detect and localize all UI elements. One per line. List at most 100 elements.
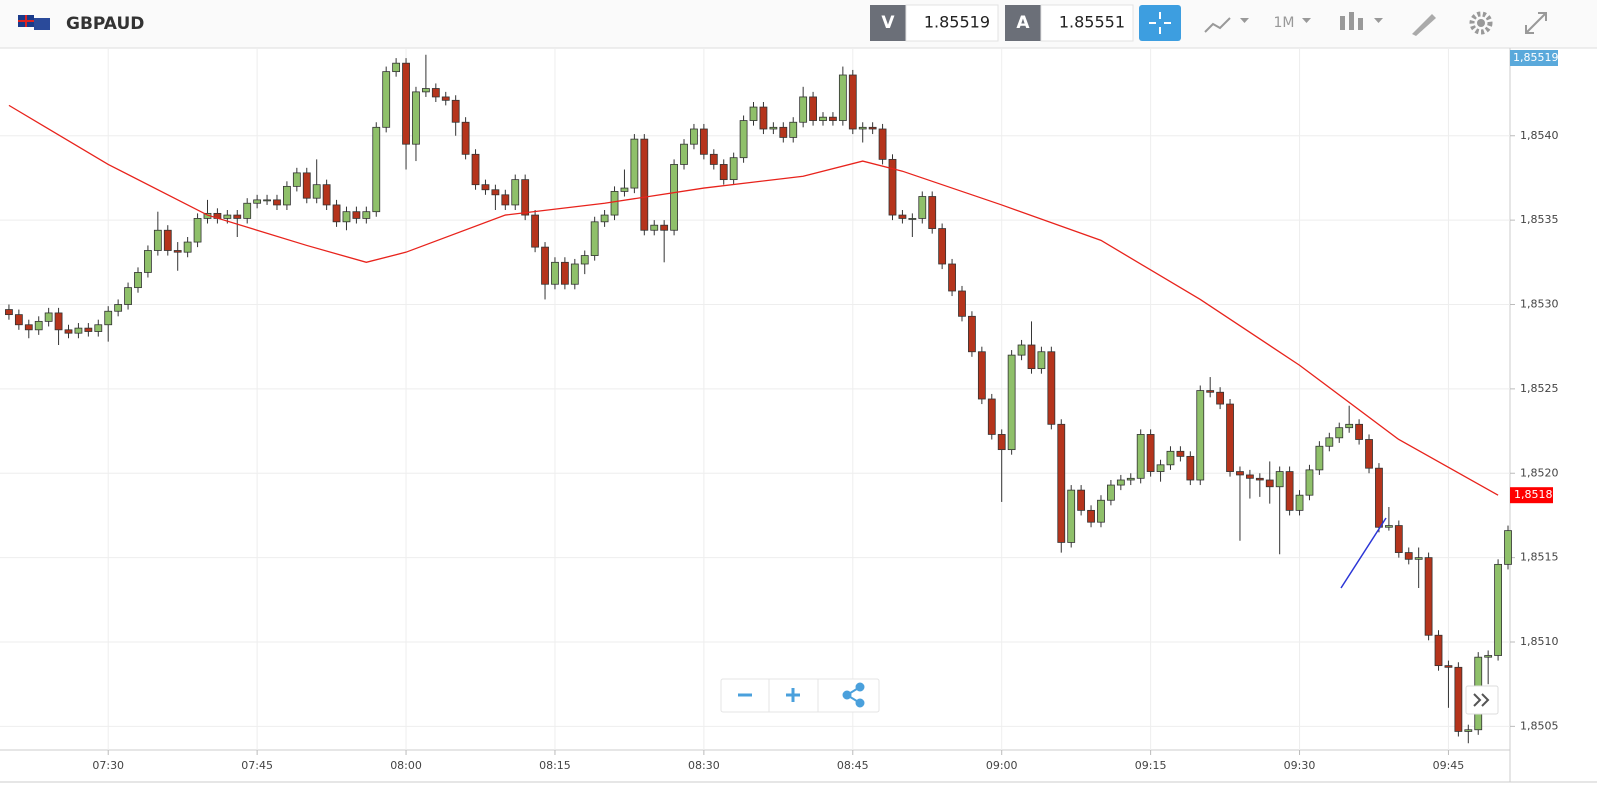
bid-price: 1.85519 xyxy=(924,13,990,32)
candle-body xyxy=(729,157,738,181)
candle-body xyxy=(938,228,947,265)
ask-label: A xyxy=(1016,13,1030,33)
bid-button[interactable] xyxy=(870,5,906,41)
candle-body xyxy=(441,96,450,101)
candle-body xyxy=(1216,391,1225,405)
candle-body xyxy=(1136,434,1145,479)
candle-body xyxy=(402,62,410,145)
candle-body xyxy=(431,88,440,98)
candle-body xyxy=(1464,729,1473,732)
candle-body xyxy=(640,138,649,231)
candle-body xyxy=(779,126,788,138)
candle-body xyxy=(1375,467,1383,528)
candle-body xyxy=(1067,489,1076,543)
candle-body xyxy=(74,327,83,334)
candle-body xyxy=(908,218,917,220)
candle-body xyxy=(630,138,639,189)
crosshair-button[interactable] xyxy=(1139,5,1181,41)
zoom-in[interactable] xyxy=(786,688,800,702)
candle-body xyxy=(928,196,937,229)
candle-body xyxy=(471,153,480,186)
toolbar xyxy=(0,0,1597,48)
candle-body xyxy=(848,74,857,130)
candle-body xyxy=(173,250,182,253)
candle-body xyxy=(1404,552,1413,560)
candle-body xyxy=(739,120,748,159)
candle-body xyxy=(461,121,470,155)
draw-button[interactable] xyxy=(1412,14,1436,36)
candle-body xyxy=(1424,557,1433,636)
candle-body xyxy=(898,214,907,219)
timeframe-arrow xyxy=(1302,18,1311,23)
candle-body xyxy=(1017,344,1026,356)
plot: 1,8505 1,8510 1,8515 1,8520 1,8525 1,8530 1,85… xyxy=(0,48,1559,772)
candle-body xyxy=(14,314,23,326)
candle-body xyxy=(858,126,867,130)
candle-body xyxy=(690,128,698,145)
fullscreen-button[interactable] xyxy=(1525,12,1547,34)
bid-label: V xyxy=(881,13,895,33)
candles-button[interactable] xyxy=(1340,12,1383,30)
x-tick-label: 08:15 xyxy=(539,759,571,772)
candle-body xyxy=(1116,479,1125,486)
candle-body xyxy=(312,184,321,199)
x-tick-label: 08:30 xyxy=(688,759,720,772)
chart-type-button[interactable] xyxy=(1204,17,1249,33)
candle-body xyxy=(1504,530,1512,565)
candle-body xyxy=(1315,445,1324,471)
candle-body xyxy=(620,187,629,192)
candle-body xyxy=(699,128,708,155)
candle-body xyxy=(233,214,242,219)
candle-body xyxy=(24,324,33,331)
candle-body xyxy=(1434,634,1443,667)
y-tick-label: 1,8535 xyxy=(1520,213,1559,226)
candle-body xyxy=(878,128,887,160)
candle-body xyxy=(1186,455,1195,481)
candle-body xyxy=(789,121,798,138)
scroll-right-button[interactable] xyxy=(1465,685,1499,715)
x-tick-label: 08:45 xyxy=(837,759,869,772)
candle-body xyxy=(1097,499,1105,523)
candle-body xyxy=(491,189,500,196)
x-tick-label: 09:00 xyxy=(986,759,1018,772)
candle-body xyxy=(868,126,877,130)
candle-body xyxy=(759,106,768,130)
candle-body xyxy=(243,202,252,219)
candle-body xyxy=(1384,525,1393,528)
candle-body xyxy=(451,99,460,123)
candle-body xyxy=(1275,471,1284,488)
candle-body xyxy=(1156,464,1165,472)
candle-body xyxy=(1494,563,1502,656)
candle-body xyxy=(332,204,341,223)
candle-body xyxy=(531,214,540,248)
candle-body xyxy=(987,398,996,435)
last-price-label: 1,85519 xyxy=(1513,51,1559,64)
ask-price: 1.85551 xyxy=(1059,13,1125,32)
candle-body xyxy=(1236,471,1244,476)
ma-price-label: 1,8518 xyxy=(1514,488,1553,501)
candle-body xyxy=(1444,665,1453,668)
candle-body xyxy=(322,184,331,206)
settings-button[interactable] xyxy=(1469,11,1493,35)
ask-button[interactable] xyxy=(1005,5,1041,41)
candle-body xyxy=(799,96,808,123)
candle-body xyxy=(253,199,262,204)
candle-body xyxy=(590,221,599,256)
candle-body xyxy=(1365,439,1373,469)
flag xyxy=(18,15,50,30)
candle-body xyxy=(1305,469,1314,496)
candle-body xyxy=(1057,423,1066,543)
trend-line xyxy=(1340,517,1387,589)
candle-body xyxy=(680,143,688,165)
candle-body xyxy=(1325,437,1334,447)
candle-body xyxy=(421,88,430,93)
candle-body xyxy=(1255,477,1264,481)
candle-body xyxy=(292,172,301,187)
ma-price-tag xyxy=(1510,487,1553,504)
candle-body xyxy=(5,309,13,316)
share[interactable] xyxy=(842,682,865,708)
candle-body xyxy=(64,329,73,334)
candle-body xyxy=(709,153,718,165)
timeframe[interactable]: 1M xyxy=(1274,15,1295,31)
candle-body xyxy=(551,261,559,285)
